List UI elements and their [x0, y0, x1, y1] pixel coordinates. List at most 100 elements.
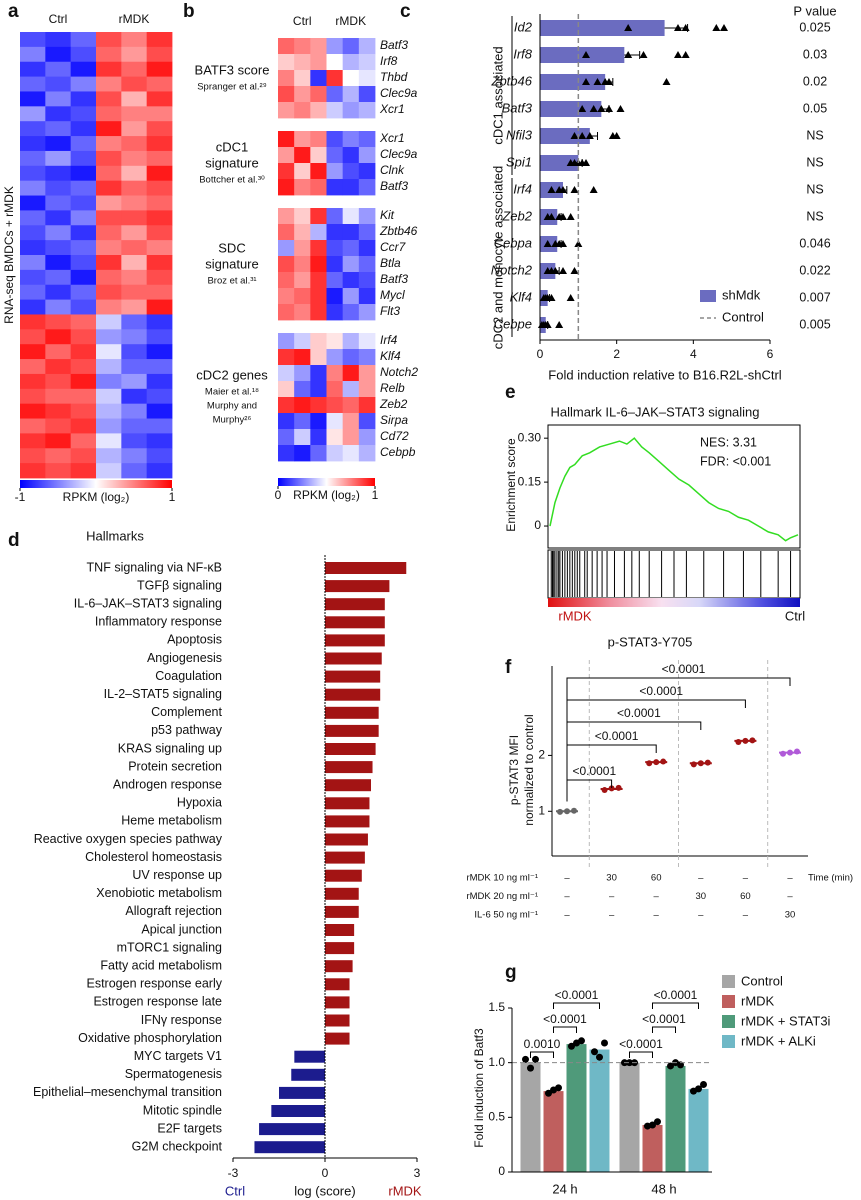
- heatmap-cell: [96, 448, 122, 464]
- heatmap-cell: [70, 61, 97, 77]
- heatmap-cell: [70, 344, 97, 360]
- heatmap-cell: [121, 136, 148, 152]
- heatmap-cell: [146, 418, 173, 434]
- bar: [259, 1123, 325, 1136]
- heatmap-cell: [146, 136, 173, 152]
- category-label: Epithelial–mesenchymal transition: [33, 1085, 222, 1099]
- data-point: [597, 105, 606, 112]
- heatmap-cell: [45, 210, 72, 226]
- heatmap-cell: [278, 304, 295, 321]
- heatmap-cell: [146, 403, 173, 419]
- y-tick-label: 1.0: [488, 1055, 505, 1069]
- heatmap-cell: [45, 91, 72, 107]
- category-label: KRAS signaling up: [118, 741, 222, 755]
- heatmap-cell: [326, 413, 344, 430]
- category-label: Androgen response: [113, 777, 222, 791]
- category-label: E2F targets: [157, 1121, 222, 1135]
- heatmap-cell: [146, 359, 173, 375]
- side-label: Ctrl: [785, 608, 805, 623]
- condition-level: –: [698, 873, 704, 884]
- data-point: [547, 213, 556, 220]
- heatmap-cell: [45, 61, 72, 77]
- category-label: p53 pathway: [151, 723, 223, 737]
- data-point: [674, 51, 682, 58]
- heatmap-cell: [278, 86, 295, 103]
- data-point: [543, 321, 552, 328]
- data-point: [749, 737, 756, 744]
- heatmap-cell: [294, 131, 311, 148]
- heatmap-cell: [20, 225, 46, 241]
- comparison-bracket: [530, 1051, 554, 1058]
- heatmap-cell: [326, 208, 344, 225]
- heatmap-cell: [20, 373, 46, 390]
- heatmap-cell: [45, 136, 72, 152]
- comparison-bracket: [652, 1002, 699, 1009]
- comparison-bracket: [553, 1026, 577, 1033]
- heatmap-cell: [146, 165, 173, 182]
- category-label: Inflammatory response: [95, 615, 222, 629]
- p-value: 0.022: [799, 263, 830, 277]
- data-point: [532, 1055, 539, 1063]
- bar: [325, 761, 373, 774]
- gene-label: Spi1: [506, 154, 532, 169]
- bar: [543, 1091, 564, 1172]
- heatmap-cell: [96, 46, 122, 63]
- heatmap-cell: [45, 344, 72, 360]
- y-tick-label: 0: [498, 1164, 505, 1178]
- heatmap-cell: [70, 32, 97, 48]
- heatmap-cell: [146, 61, 173, 77]
- heatmap-cell: [20, 46, 46, 63]
- p-value: 0.02: [803, 74, 827, 88]
- y-tick-label: 0: [534, 518, 541, 532]
- category-label: Apoptosis: [167, 633, 222, 647]
- condition-level: –: [698, 910, 704, 921]
- data-point: [557, 808, 563, 815]
- legend-label: Control: [722, 309, 764, 324]
- heatmap-cell: [146, 388, 173, 405]
- p-value: 0.03: [803, 47, 827, 61]
- heatmap-cell: [326, 163, 344, 180]
- heatmap-cell: [20, 403, 46, 419]
- gene-label: Flt3: [380, 304, 400, 318]
- data-point: [543, 240, 552, 247]
- heatmap-cell: [121, 225, 148, 241]
- heatmap-cell: [96, 32, 122, 48]
- data-point: [547, 294, 556, 301]
- heatmap-cell: [358, 304, 376, 321]
- data-point: [555, 321, 564, 328]
- bar: [325, 833, 368, 846]
- heatmap-cell: [342, 179, 360, 196]
- heatmap-cell: [121, 255, 148, 271]
- data-point: [626, 1059, 633, 1067]
- group-source: Bottcher et al.³⁰: [199, 175, 265, 186]
- heatmap-cell: [326, 397, 344, 414]
- heatmap-cell: [278, 224, 295, 241]
- heatmap-cell: [146, 180, 173, 196]
- heatmap-cell: [70, 373, 97, 390]
- legend-swatch: [722, 1015, 735, 1028]
- data-point: [555, 1084, 562, 1092]
- heatmap-cell: [342, 38, 360, 55]
- side-label: rMDK: [558, 608, 592, 623]
- x-tick-label: 4: [690, 347, 697, 361]
- heatmap-cell: [70, 240, 97, 256]
- y-axis-label: normalized to control: [522, 714, 536, 825]
- heatmap-cell: [310, 86, 327, 103]
- heatmap-cell: [358, 413, 376, 430]
- gene-label: Notch2: [380, 365, 418, 379]
- heatmap-cell: [310, 413, 327, 430]
- data-point: [570, 267, 579, 274]
- bar: [566, 1044, 587, 1172]
- bar: [325, 942, 355, 955]
- condition-level: –: [564, 891, 570, 902]
- heatmap-cell: [294, 70, 311, 87]
- heatmap-cell: [70, 463, 97, 479]
- heatmap-cell: [96, 433, 122, 449]
- data-point: [681, 51, 690, 58]
- comparison-label: 0.0010: [524, 1037, 561, 1051]
- heatmap-cell: [146, 106, 173, 122]
- condition-level: –: [743, 910, 749, 921]
- heatmap-cell: [342, 163, 360, 180]
- heatmap-cell: [310, 54, 327, 71]
